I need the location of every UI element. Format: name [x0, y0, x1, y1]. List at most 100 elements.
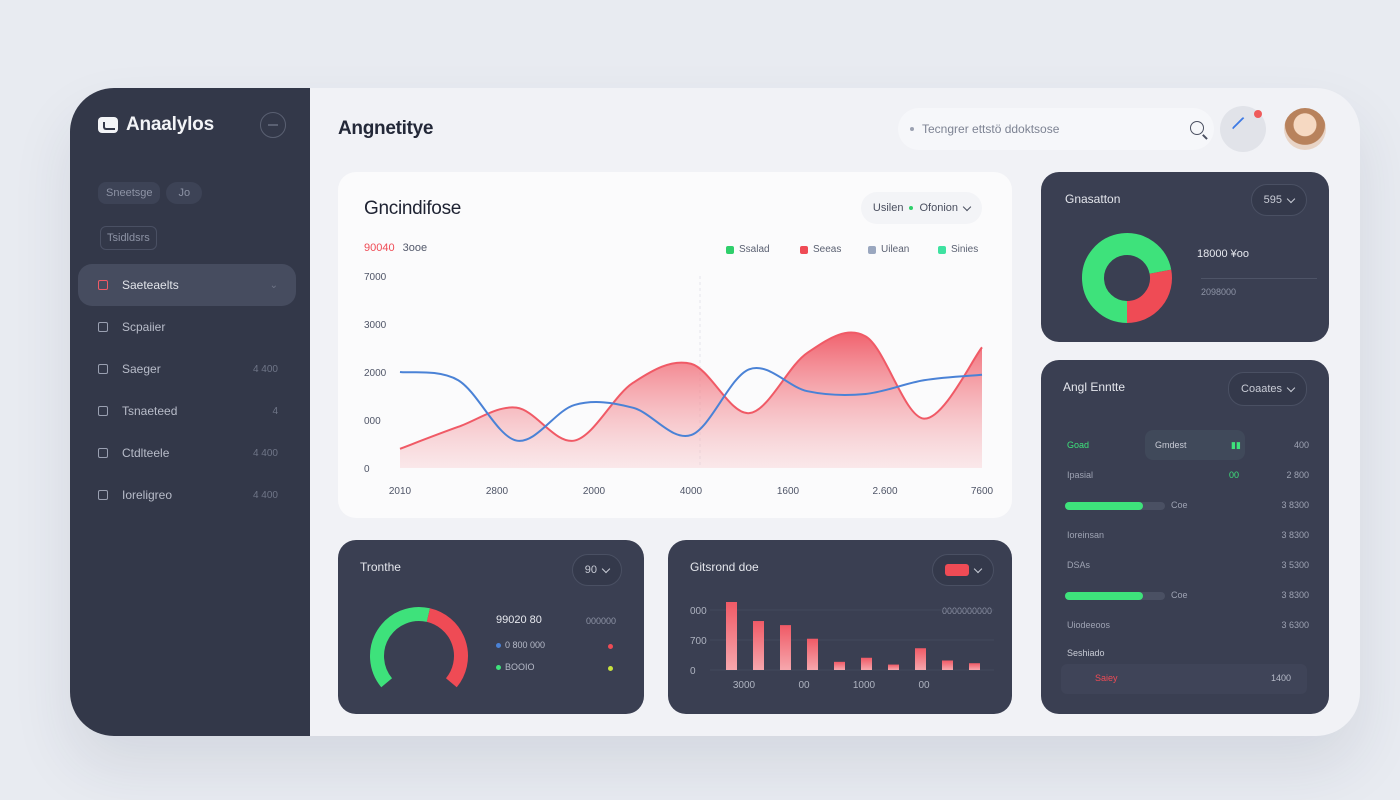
sidebar-item-4[interactable]: Tsnaeteed 4 [78, 390, 296, 432]
progress-label: Coe [1171, 590, 1188, 600]
bar[interactable] [834, 661, 845, 670]
bar[interactable] [726, 602, 737, 670]
legend-item[interactable]: Ssalad [726, 244, 770, 255]
bar[interactable] [861, 657, 872, 670]
list-item[interactable]: Ipasial 00 2 800 [1061, 466, 1309, 486]
x-tick-label: 1600 [777, 486, 800, 497]
notification-badge [1254, 110, 1262, 118]
dashboard-icon [98, 280, 108, 290]
notifications-button[interactable] [1220, 106, 1266, 152]
sidebar-item-5[interactable]: Ctdlteele 4 400 [78, 432, 296, 474]
list-item-name: Goad [1067, 440, 1090, 450]
bar[interactable] [942, 660, 953, 670]
series-line-red [399, 331, 983, 450]
sidebar-item-6[interactable]: Ioreligreo 4 400 [78, 474, 296, 516]
sidebar: Anaalylos Sneetsge Jo Tsidldsrs Saeteael… [70, 88, 310, 736]
bar[interactable] [888, 664, 899, 670]
bar-card: Gitsrond doe 0000000000 000 700 0 3000 00 100… [668, 540, 1012, 714]
list-item[interactable]: Coe 3 8300 [1061, 586, 1309, 606]
donut-subtext: 2098000 [1201, 278, 1317, 297]
legend-item[interactable]: Seeas [800, 244, 841, 255]
bar[interactable] [753, 621, 764, 670]
gauge-value: 99020 80 [496, 614, 542, 626]
bar-card-title: Gitsrond doe [690, 560, 759, 574]
list-item-value: 400 [1293, 440, 1309, 450]
legend-item[interactable]: Uilean [868, 244, 909, 255]
sidebar-chip[interactable]: Jo [166, 182, 203, 204]
bar[interactable] [915, 648, 926, 670]
filter-value: 90 [584, 564, 597, 576]
legend-item[interactable]: Sinies [938, 244, 978, 255]
sidebar-item-3[interactable]: Saeger 4 400 [78, 348, 296, 390]
bar[interactable] [807, 638, 818, 670]
list-item-name: Ipasial [1067, 470, 1094, 480]
gauge-segment [370, 607, 430, 688]
list-item[interactable]: Uiodeeoos 3 6300 [1061, 616, 1309, 636]
main-chart-kpi: 90040 3ooe [364, 242, 427, 254]
y-tick-label: 3000 [364, 320, 387, 331]
y-tick-label: 7000 [364, 272, 387, 283]
gauge-line-2: BOOIO [505, 662, 535, 672]
list-card-title: Angl Enntte [1063, 380, 1126, 394]
progress-bar-fill [1065, 592, 1143, 600]
sidebar-tag[interactable]: Tsidldsrs [100, 226, 157, 250]
y-tick-label: 0 [364, 464, 370, 475]
x-tick-label: 7600 [971, 486, 994, 497]
gauge-segment [426, 608, 468, 688]
filter-chip [945, 564, 969, 576]
search-icon[interactable] [1190, 121, 1204, 135]
list-item[interactable]: DSAs 3 5300 [1061, 556, 1309, 576]
donut-chart [1082, 233, 1172, 323]
sidebar-item-label: Ioreligreo [122, 488, 173, 502]
legend-label: Seeas [813, 244, 842, 255]
sidebar-item-count: 4 400 [252, 363, 278, 375]
section-label: Seshiado [1067, 648, 1105, 658]
avatar[interactable] [1284, 108, 1326, 150]
brand-name: Anaalylos [126, 114, 214, 135]
progress-bar-fill [1065, 502, 1143, 510]
sidebar-item-2[interactable]: Scpaiier [78, 306, 296, 348]
legend-swatch [726, 245, 734, 254]
shield-icon [98, 364, 108, 374]
x-tick-label: 00 [798, 680, 810, 691]
bar-card-filter[interactable] [932, 554, 994, 586]
list-item[interactable]: Goad Gmdest ▮▮ 400 [1061, 436, 1309, 456]
footer-name: Saiey [1095, 673, 1118, 683]
progress-label: Coe [1171, 500, 1188, 510]
list-card-filter[interactable]: Coaates [1228, 372, 1307, 406]
footer-value: 1400 [1270, 673, 1291, 683]
x-tick-label: 1000 [853, 680, 876, 691]
legend-swatch [800, 245, 808, 254]
main-chart-filter[interactable]: Usilen Ofonion [860, 192, 982, 224]
filter-label: Usilen [872, 202, 904, 214]
brand[interactable]: Anaalylos [98, 114, 214, 136]
search-dot [910, 127, 914, 131]
legend-label: Uilean [881, 244, 910, 255]
sidebar-chip[interactable]: Sneetsge [98, 182, 161, 204]
bar[interactable] [969, 663, 980, 670]
main-chart-title: Gncindifose [364, 198, 462, 219]
filter-dot [909, 206, 914, 210]
gauge-card-filter[interactable]: 90 [571, 554, 622, 586]
chevron-down-icon [1286, 194, 1296, 203]
gauge-line: BOOIO [496, 662, 535, 672]
list-item-value: 3 8300 [1281, 590, 1309, 600]
legend-dot [496, 643, 501, 648]
list-section-label: Seshiado [1061, 644, 1309, 664]
donut-card-filter[interactable]: 595 [1250, 184, 1307, 216]
list-item[interactable]: Ioreinsan 3 8300 [1061, 526, 1309, 546]
search-input[interactable] [922, 122, 1172, 136]
bar[interactable] [780, 625, 791, 670]
y-tick-label: 000 [364, 416, 381, 427]
status-dot [608, 666, 613, 671]
list-item-name: Ioreinsan [1067, 530, 1105, 540]
collapse-sidebar-button[interactable] [260, 112, 286, 138]
grid-icon [98, 322, 108, 332]
list-item[interactable]: Coe 3 8300 [1061, 496, 1309, 516]
sidebar-item-1[interactable]: Saeteaelts ⌄ [78, 264, 296, 306]
chevron-down-icon: ⌄ [269, 279, 278, 291]
list-footer-row[interactable]: Saiey 1400 [1061, 664, 1307, 694]
kpi-label: 3ooe [402, 242, 428, 254]
sidebar-item-label: Ctdlteele [122, 446, 170, 460]
